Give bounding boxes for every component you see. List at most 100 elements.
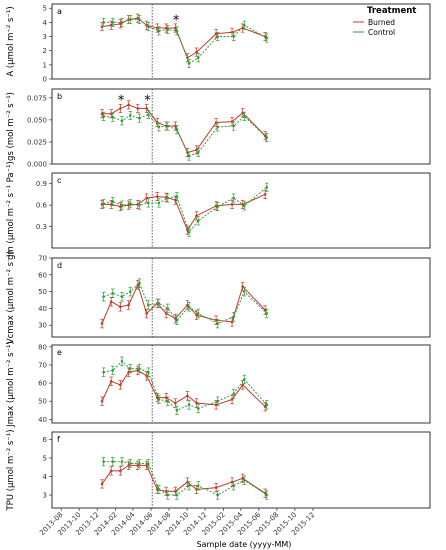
data-point bbox=[196, 151, 200, 154]
data-point bbox=[175, 128, 179, 131]
data-point bbox=[187, 305, 191, 309]
data-point bbox=[119, 305, 122, 309]
data-point bbox=[157, 29, 161, 33]
data-point bbox=[196, 407, 200, 410]
data-point bbox=[136, 369, 140, 372]
panel-label: c bbox=[57, 176, 61, 185]
data-point bbox=[145, 464, 148, 467]
data-point bbox=[120, 295, 124, 298]
data-point bbox=[119, 383, 122, 387]
data-point bbox=[232, 196, 235, 200]
data-point bbox=[109, 203, 113, 206]
data-point bbox=[166, 307, 170, 310]
x-axis-label: Sample date (yyyy-MM) bbox=[197, 540, 292, 549]
data-point bbox=[195, 50, 198, 54]
series-line-control bbox=[103, 113, 268, 157]
significance-star: * bbox=[144, 94, 151, 109]
data-point bbox=[243, 378, 246, 381]
y-tick-label: 0.025 bbox=[27, 138, 47, 146]
data-point bbox=[111, 200, 115, 203]
data-point bbox=[265, 136, 269, 139]
data-point bbox=[127, 303, 130, 307]
data-point bbox=[216, 322, 220, 325]
data-point bbox=[100, 112, 104, 116]
data-point bbox=[109, 23, 113, 27]
y-axis-label: Vcmax (µmol m⁻² s⁻¹) bbox=[6, 251, 16, 345]
data-point bbox=[156, 195, 159, 198]
panel-label: b bbox=[57, 92, 62, 101]
data-point bbox=[196, 484, 200, 488]
data-point bbox=[195, 313, 198, 317]
y-tick-label: 0.6 bbox=[36, 202, 48, 210]
data-point bbox=[230, 203, 234, 206]
y-tick-label: 60 bbox=[38, 380, 47, 388]
y-tick-label: 70 bbox=[38, 361, 47, 369]
data-point bbox=[243, 290, 246, 293]
panel-label: e bbox=[57, 348, 62, 357]
y-tick-label: 3 bbox=[43, 492, 47, 500]
panel-frame bbox=[51, 431, 431, 509]
y-axis-label: TPU (µmol m⁻² s⁻¹) bbox=[6, 429, 16, 511]
panel-e: 40 50 60 70 80 e Jmax (µmol m⁻² s⁻¹) bbox=[6, 341, 431, 428]
data-point bbox=[109, 469, 113, 473]
data-point bbox=[241, 477, 245, 480]
data-point bbox=[265, 403, 269, 407]
data-point bbox=[145, 107, 148, 110]
y-tick-label: 6 bbox=[43, 436, 48, 444]
data-point bbox=[187, 230, 191, 234]
data-point bbox=[119, 107, 122, 110]
data-point bbox=[146, 370, 150, 374]
y-axis-label: Jmax (µmol m⁻² s⁻¹) bbox=[6, 341, 16, 428]
data-point bbox=[111, 291, 115, 295]
y-tick-label: 2 bbox=[43, 47, 47, 55]
data-point bbox=[138, 203, 141, 207]
data-point bbox=[138, 116, 141, 120]
series-line-control bbox=[103, 282, 268, 325]
y-tick-label: 40 bbox=[38, 416, 47, 424]
data-point bbox=[102, 460, 105, 463]
data-point bbox=[216, 493, 220, 497]
data-point bbox=[187, 403, 191, 407]
data-point bbox=[195, 401, 198, 405]
data-point bbox=[232, 124, 235, 128]
y-tick-label: 0.000 bbox=[27, 161, 47, 169]
data-point bbox=[175, 409, 179, 412]
data-point bbox=[111, 115, 115, 119]
data-point bbox=[243, 115, 246, 118]
data-point bbox=[187, 484, 191, 488]
data-point bbox=[186, 303, 189, 307]
data-point bbox=[100, 482, 104, 486]
data-point bbox=[175, 318, 179, 322]
data-point bbox=[157, 488, 161, 491]
data-point bbox=[166, 493, 170, 497]
data-point bbox=[175, 493, 179, 497]
data-point bbox=[146, 25, 150, 28]
significance-star: * bbox=[173, 13, 180, 28]
data-point bbox=[166, 124, 170, 128]
data-point bbox=[100, 399, 104, 403]
panel-frame bbox=[51, 88, 431, 165]
data-point bbox=[120, 119, 124, 123]
data-point bbox=[187, 154, 191, 158]
data-point bbox=[128, 114, 132, 117]
data-point bbox=[174, 401, 177, 405]
y-tick-label: 30 bbox=[38, 322, 47, 330]
data-point bbox=[166, 28, 170, 31]
significance-star: * bbox=[118, 94, 125, 109]
y-tick-label: 0.050 bbox=[27, 116, 47, 124]
data-point bbox=[128, 367, 132, 370]
data-point bbox=[128, 290, 132, 293]
data-point bbox=[232, 484, 235, 488]
data-point bbox=[119, 469, 122, 473]
data-point bbox=[187, 62, 191, 65]
y-tick-label: 70 bbox=[38, 255, 47, 263]
data-point bbox=[214, 32, 218, 36]
data-point bbox=[157, 398, 161, 401]
panel-label: a bbox=[57, 7, 62, 16]
data-point bbox=[186, 480, 189, 484]
data-point bbox=[128, 202, 132, 206]
y-tick-label: 0.3 bbox=[36, 223, 47, 231]
data-point bbox=[216, 399, 220, 403]
data-point bbox=[232, 315, 235, 319]
data-point bbox=[157, 125, 161, 129]
